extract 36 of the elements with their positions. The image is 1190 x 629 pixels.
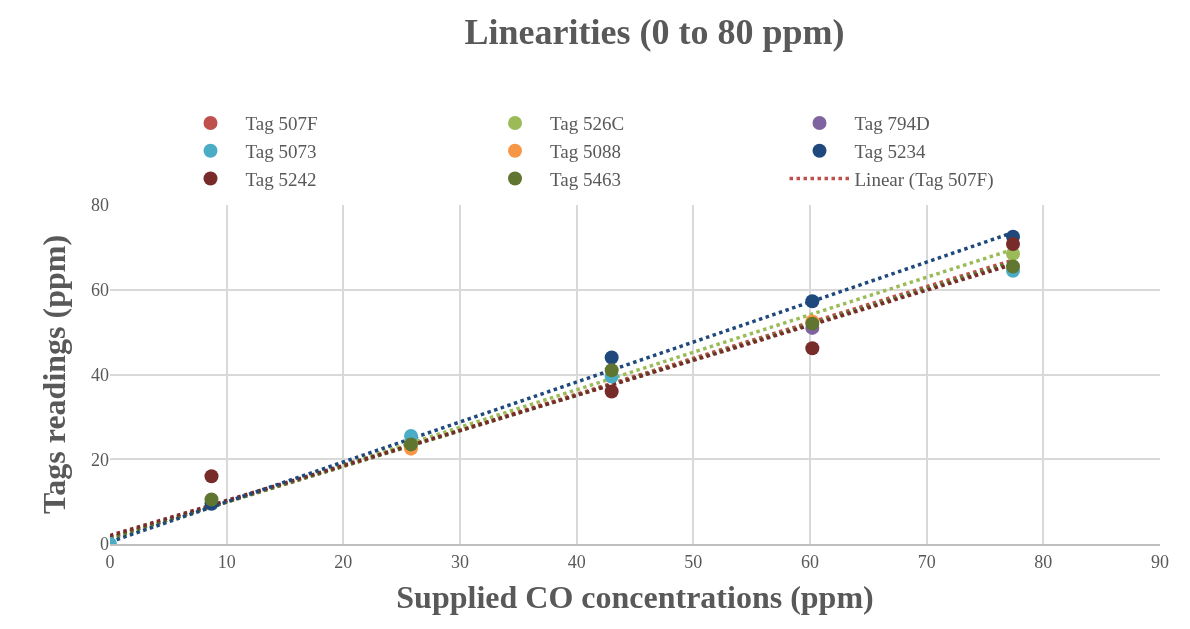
- x-tick-label: 90: [1151, 551, 1169, 572]
- point: [1006, 236, 1020, 251]
- x-tick-label: 50: [684, 551, 703, 572]
- legend-label: Tag 507F: [245, 113, 318, 135]
- y-tick-label: 80: [91, 195, 109, 216]
- point: [204, 492, 219, 507]
- legend-label: Tag 5463: [550, 168, 621, 190]
- x-tick-label: 70: [917, 551, 936, 572]
- legend-label: Linear (Tag 507F): [854, 168, 994, 191]
- chart-title: Linearities (0 to 80 ppm): [464, 12, 845, 53]
- x-axis-title: Supplied CO concentrations (ppm): [396, 579, 874, 615]
- y-tick-label: 0: [100, 534, 109, 555]
- point: [805, 294, 820, 309]
- legend-label: Tag 526C: [550, 113, 625, 135]
- point: [204, 469, 219, 484]
- point: [404, 437, 418, 452]
- y-tick-label: 20: [91, 449, 109, 470]
- point: [1006, 259, 1020, 274]
- legend-label: Tag 5242: [245, 168, 317, 190]
- y-tick-label: 60: [91, 280, 109, 301]
- point: [604, 363, 619, 378]
- x-tick-label: 20: [334, 551, 353, 572]
- legend-label: Tag 794D: [854, 113, 930, 135]
- x-tick-label: 30: [451, 551, 469, 572]
- point: [604, 384, 619, 399]
- point: [604, 350, 619, 365]
- point: [805, 341, 820, 356]
- x-tick-label: 80: [1034, 551, 1053, 572]
- x-tick-label: 10: [217, 551, 236, 572]
- y-tick-label: 40: [91, 364, 109, 385]
- legend-label: Tag 5234: [854, 141, 926, 163]
- legend-label: Tag 5073: [245, 141, 317, 163]
- y-axis-title: Tags readings (ppm): [36, 234, 73, 515]
- x-tick-label: 40: [567, 551, 586, 572]
- x-tick-label: 60: [801, 551, 819, 572]
- legend-label: Tag 5088: [550, 141, 621, 163]
